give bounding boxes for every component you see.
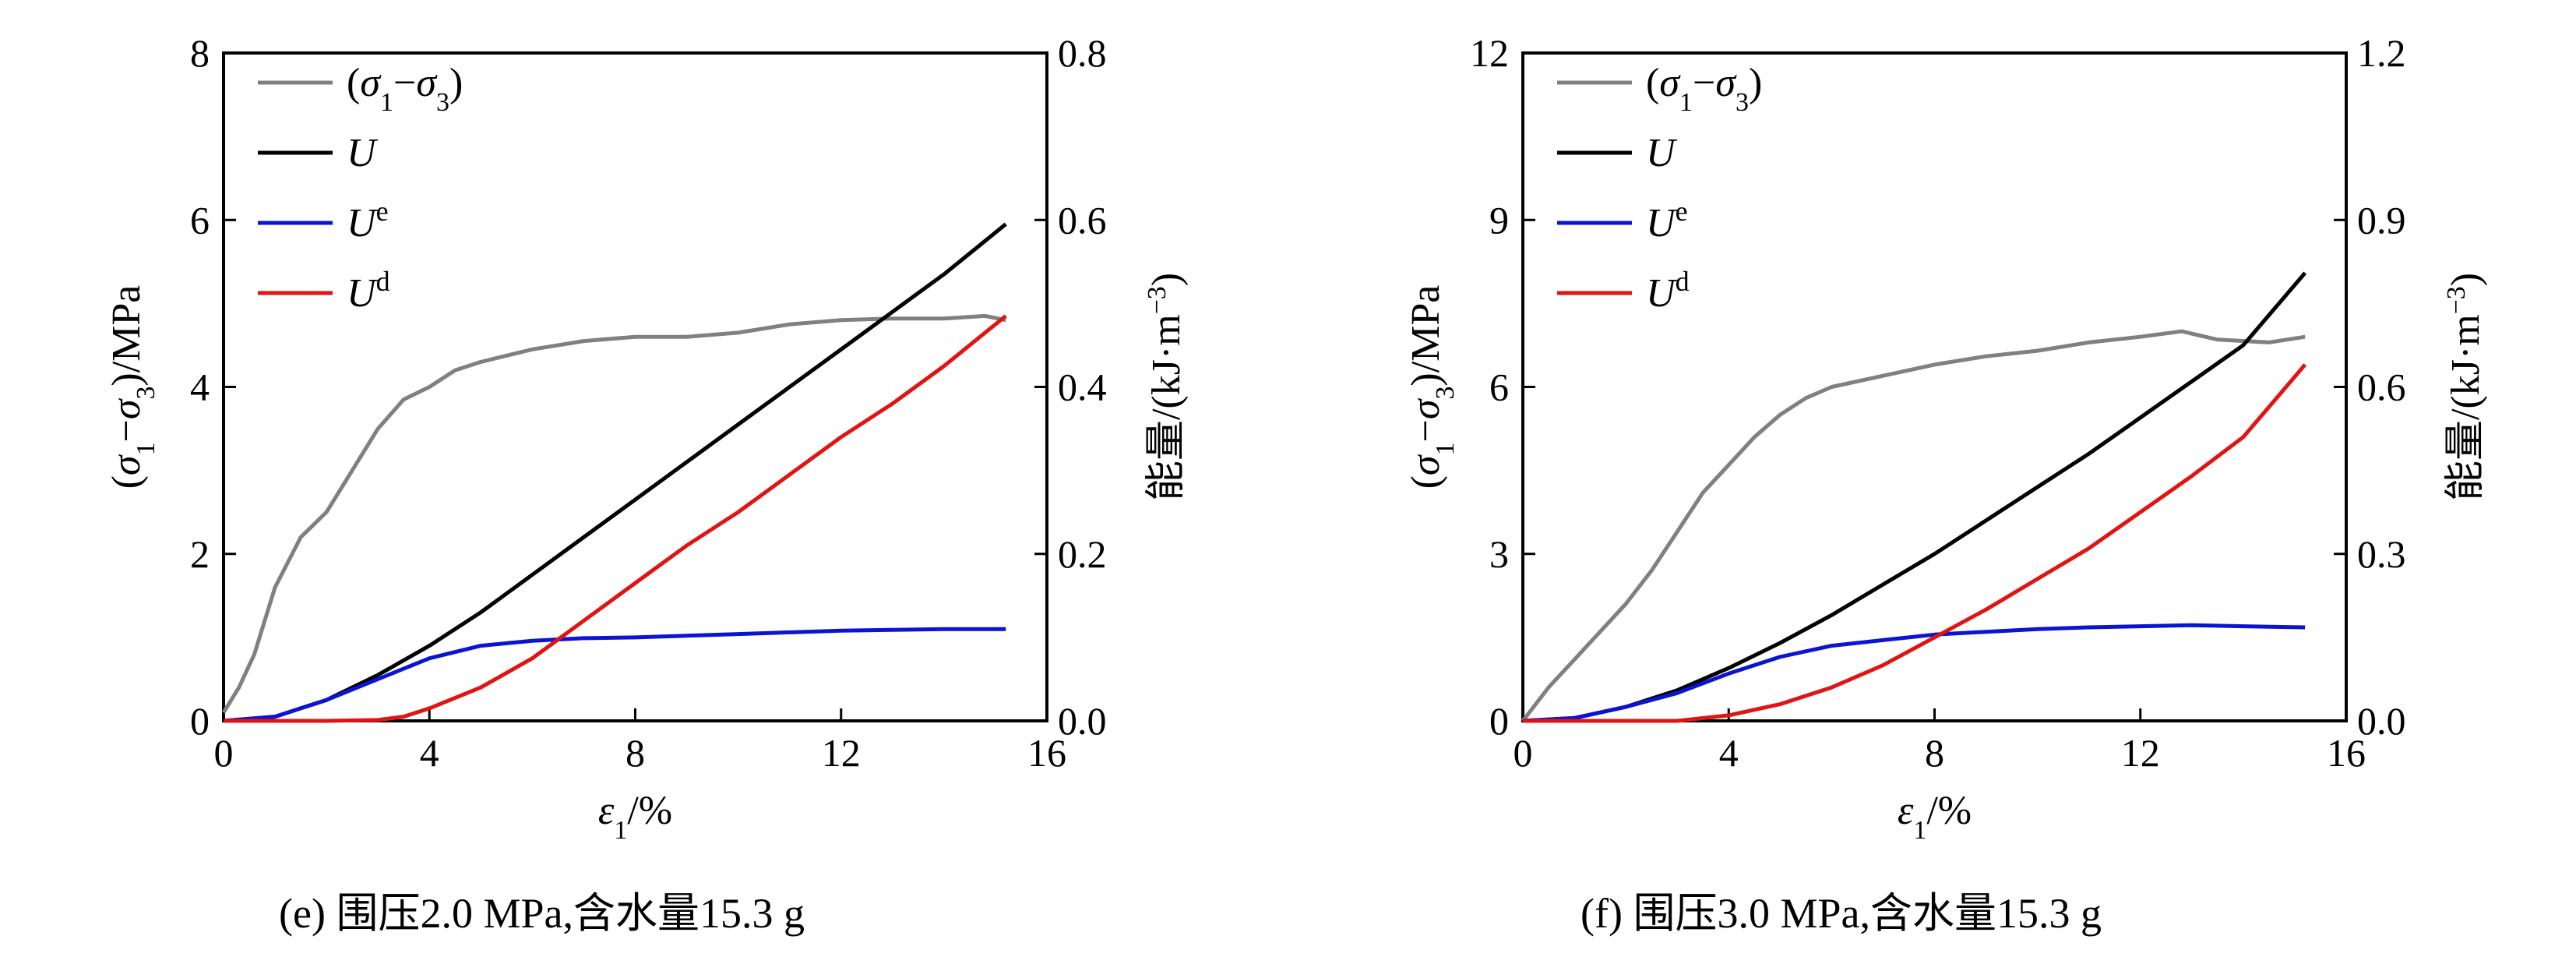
y-right-tick-label: 1.2 [2357,31,2406,75]
y-right-tick-label: 0.0 [1058,699,1107,743]
series-line-Ue [1522,623,2306,723]
chart-caption: (f) 围压3.0 MPa,含水量15.3 g [1580,890,2102,937]
y-right-tick-label: 0.8 [1058,31,1107,75]
legend: (σ1−σ3) U Ue Ud [258,61,463,316]
x-tick-label: 4 [420,731,439,775]
x-tick-label: 12 [2121,731,2160,775]
x-tick-label: 0 [1514,731,1533,775]
y-left-tick-label: 8 [190,31,210,75]
series-line-stress [221,313,1006,714]
y-left-tick-label: 0 [190,699,210,743]
x-tick-label: 0 [214,731,234,775]
y-right-tick-label: 0.2 [1058,532,1107,576]
y-left-tick-label: 3 [1489,532,1509,576]
series-line-U [223,222,1007,723]
x-tick-label: 8 [625,731,645,775]
x-axis-label: ε1/% [598,789,672,845]
chart-panel-1: 0 4 8 12 16 0 2 4 6 8 0.0 0.2 0.4 0.6 0.8 ε1/% (σ1−σ3)/M… [104,31,1189,937]
legend-label-Ud: Ud [347,266,390,316]
x-tick-label: 4 [1719,731,1739,775]
y-left-tick-label: 9 [1489,198,1509,242]
y-left-tick-label: 6 [1489,365,1509,409]
y-right-tick-label: 0.3 [2357,532,2406,576]
y-left-tick-label: 0 [1489,699,1509,743]
y-right-tick-label: 0.4 [1058,365,1107,409]
y-right-axis-label: 能量/(kJ·m−3) [1143,273,1189,501]
y-left-axis-label: (σ1−σ3)/MPa [1404,285,1460,489]
x-tick-label: 16 [1027,731,1066,775]
legend-label-U: U [347,131,379,175]
y-right-tick-label: 0.6 [2357,365,2406,409]
x-axis-label: ε1/% [1898,789,1972,845]
x-tick-label: 16 [2327,731,2366,775]
legend-label-Ue: Ue [347,196,389,245]
legend-label-Ue: Ue [1646,196,1688,245]
y-left-tick-label: 6 [190,198,210,242]
y-left-tick-label: 12 [1470,31,1509,75]
y-left-tick-label: 2 [190,532,210,576]
series-line-Ue [223,627,1006,723]
legend-label-stress: (σ1−σ3) [1646,61,1762,117]
y-left-axis-label: (σ1−σ3)/MPa [104,285,160,489]
chart-caption: (e) 围压2.0 MPa,含水量15.3 g [279,890,805,937]
legend-label-U: U [1646,131,1678,175]
series-line-stress [1521,329,2306,722]
y-right-tick-label: 0.0 [2357,699,2406,743]
series-line-U [1522,271,2307,723]
chart-panel-2: 0 4 8 12 16 0 3 6 9 12 0.0 0.3 0.6 0.9 1.2 ε1/% (σ1−σ3)/… [1404,31,2488,937]
x-tick-label: 8 [1925,731,1944,775]
legend-label-stress: (σ1−σ3) [347,61,463,117]
y-right-axis-label: 能量/(kJ·m−3) [2442,273,2489,501]
y-right-tick-label: 0.9 [2357,198,2406,242]
y-left-tick-label: 4 [190,365,210,409]
series-line-Ud [224,314,1007,723]
x-tick-label: 12 [822,731,861,775]
legend: (σ1−σ3) U Ue Ud [1557,61,1762,316]
y-right-tick-label: 0.6 [1058,198,1107,242]
legend-label-Ud: Ud [1646,266,1690,316]
series-line-Ud [1523,363,2307,723]
